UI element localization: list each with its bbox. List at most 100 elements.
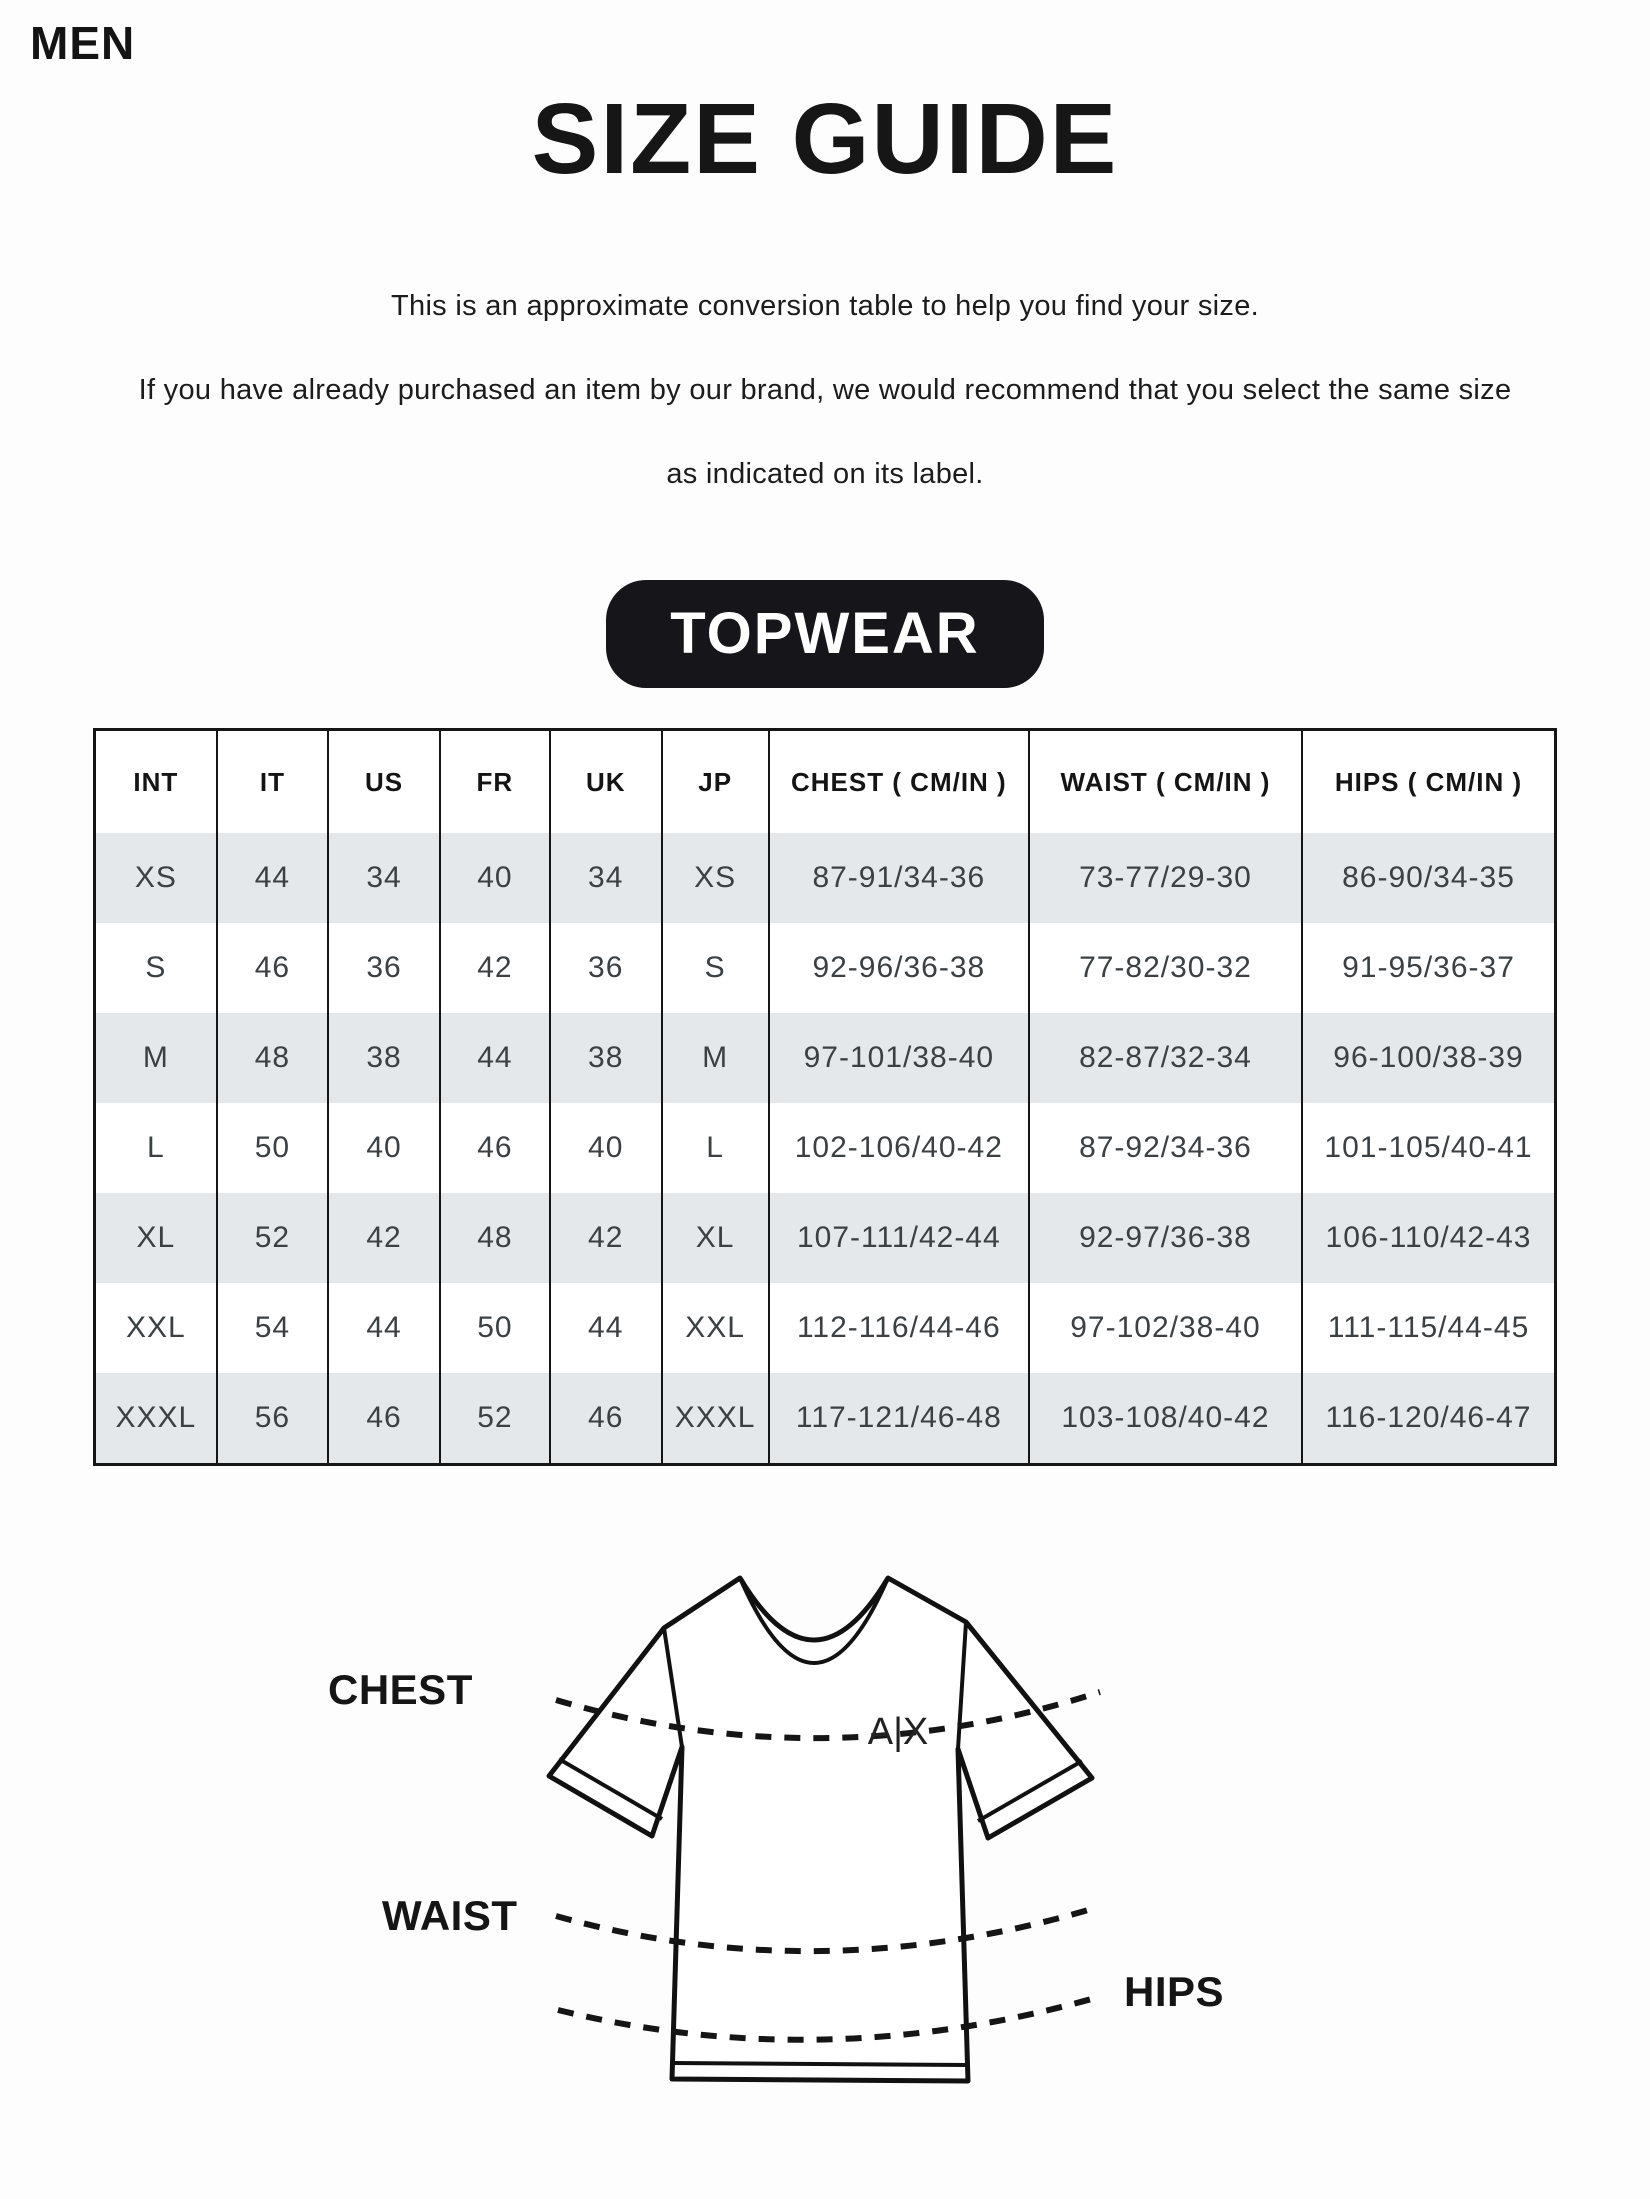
size-table-row: S 46 36 42 36 S 92-96/36-38 77-82/30-32 91-95/36… [95, 923, 1556, 1013]
size-cell: 42 [438, 923, 550, 1013]
size-cell: 48 [215, 1013, 329, 1103]
size-cell: L [146, 1131, 165, 1164]
size-table-body: XS 44 34 40 34 XS 87-91/34-36 73-77/29-30 86-90/… [94, 833, 1556, 1465]
size-cell: 42 [548, 1193, 662, 1283]
collar-inner-line [738, 1577, 890, 1665]
size-cell: S [660, 923, 769, 1013]
size-cell: 44 [215, 833, 329, 923]
size-cell: 46 [215, 923, 329, 1013]
size-cell: XL [660, 1193, 769, 1283]
size-cell: XXL [125, 1311, 186, 1344]
size-cell: 92-96/36-38 [767, 923, 1029, 1013]
size-cell: M [94, 1013, 217, 1103]
size-cell: 46 [327, 1373, 440, 1465]
hips-dash-line [557, 1995, 1096, 2043]
size-cell: 54 [215, 1283, 329, 1373]
size-cell: 86-90/34-35 [1301, 833, 1556, 923]
size-cell: 73-77/29-30 [1027, 833, 1303, 923]
size-table-row: XL 52 42 48 42 XL 107-111/42-44 92-97/36-38 106-… [94, 1193, 1556, 1283]
size-table: INT IT US FR UK JP CHEST ( CM/IN ) WAIST ( CM/I… [93, 728, 1557, 1466]
size-cell: 97-102/38-40 [1027, 1283, 1303, 1373]
tshirt-outline [546, 1575, 1095, 2084]
size-cell: 36 [327, 923, 440, 1013]
size-cell: M [660, 1013, 769, 1103]
right-cuff-line [977, 1759, 1083, 1823]
size-cell: L [660, 1103, 769, 1193]
size-cell: 40 [438, 833, 550, 923]
size-cell: 44 [327, 1283, 440, 1373]
waist-label: WAIST [382, 1892, 518, 1939]
description-line-1: This is an approximate conversion table … [391, 290, 1259, 322]
size-cell: 40 [548, 1103, 662, 1193]
size-cell: 107-111/42-44 [767, 1193, 1029, 1283]
column-header: WAIST ( CM/IN ) [1027, 729, 1303, 833]
hips-label: HIPS [1124, 1968, 1225, 2015]
size-cell: 87-92/34-36 [1027, 1103, 1303, 1193]
size-cell: 52 [215, 1193, 329, 1283]
topwear-badge[interactable]: TOPWEAR [606, 580, 1044, 688]
size-cell: 102-106/40-42 [767, 1103, 1029, 1193]
size-cell: 42 [327, 1193, 440, 1283]
tshirt-diagram-svg: A|X [546, 1575, 1101, 2084]
waist-dash-line [555, 1905, 1096, 1955]
size-table-row: XS 44 34 40 34 XS 87-91/34-36 73-77/29-30 86-90/… [94, 833, 1556, 923]
size-cell: 77-82/30-32 [1027, 923, 1303, 1013]
size-table-row: M 48 38 44 38 M 97-101/38-40 82-87/32-34 96-100/… [94, 1013, 1556, 1103]
size-cell: 112-116/44-46 [767, 1283, 1029, 1373]
size-cell: 117-121/46-48 [767, 1373, 1029, 1465]
page-title: SIZE GUIDE [531, 83, 1119, 195]
size-table-row: XXXL 56 46 52 46 XXXL 117-121/46-48 103-108/40-… [94, 1373, 1556, 1465]
brand-logo-ax: A|X [868, 1711, 929, 1753]
size-cell: XL [94, 1193, 217, 1283]
size-cell: 92-97/36-38 [1027, 1193, 1303, 1283]
size-cell: 46 [438, 1103, 550, 1193]
description-line-3: as indicated on its label. [666, 458, 984, 490]
size-table-header-row: INT IT US FR UK JP CHEST ( CM/IN ) WAIST ( CM/I… [95, 729, 1556, 833]
size-cell: 101-105/40-41 [1301, 1103, 1556, 1193]
size-cell: 38 [548, 1013, 662, 1103]
size-cell: 38 [327, 1013, 440, 1103]
measurement-diagram: A|X CHEST WAIST HIPS [0, 1540, 1650, 2199]
size-cell: S [145, 951, 167, 984]
column-header: IT [215, 729, 329, 833]
description-text: This is an approximate conversion table … [0, 288, 1650, 540]
size-cell: 50 [215, 1103, 329, 1193]
size-cell: 46 [548, 1373, 662, 1465]
column-header: US [327, 729, 440, 833]
size-cell: 96-100/38-39 [1301, 1013, 1556, 1103]
size-cell: 106-110/42-43 [1301, 1193, 1556, 1283]
size-cell: XS [94, 833, 217, 923]
column-header: FR [438, 729, 550, 833]
chest-label: CHEST [328, 1666, 473, 1713]
size-cell: 48 [438, 1193, 550, 1283]
size-cell: 91-95/36-37 [1301, 923, 1556, 1013]
size-cell: XS [660, 833, 769, 923]
column-header: JP [660, 729, 769, 833]
hem-line [672, 2061, 968, 2067]
size-cell: 44 [548, 1283, 662, 1373]
size-cell: 111-115/44-45 [1301, 1283, 1556, 1373]
size-cell: 50 [438, 1283, 550, 1373]
size-cell: 82-87/32-34 [1027, 1013, 1303, 1103]
size-cell: XXXL [660, 1373, 769, 1465]
column-header: INT [133, 766, 179, 797]
size-cell: 40 [327, 1103, 440, 1193]
size-cell: 87-91/34-36 [767, 833, 1029, 923]
size-cell: 56 [215, 1373, 329, 1465]
size-table-row: L 50 40 46 40 L 102-106/40-42 87-92/34-36 101-10… [95, 1103, 1556, 1193]
size-cell: 97-101/38-40 [767, 1013, 1029, 1103]
section-badge-row: TOPWEAR [0, 580, 1650, 688]
size-cell: 44 [438, 1013, 550, 1103]
chest-dash-line [555, 1689, 1101, 1742]
size-cell: 116-120/46-47 [1301, 1373, 1556, 1465]
left-cuff-line [557, 1757, 664, 1821]
size-cell: 103-108/40-42 [1027, 1373, 1303, 1465]
size-table-row: XXL 54 44 50 44 XXL 112-116/44-46 97-102/38-40 1… [95, 1283, 1556, 1373]
size-cell: 52 [438, 1373, 550, 1465]
description-line-2: If you have already purchased an item by… [138, 374, 1512, 406]
size-cell: XXL [660, 1283, 769, 1373]
size-cell: 34 [548, 833, 662, 923]
size-cell: 34 [327, 833, 440, 923]
column-header: HIPS ( CM/IN ) [1301, 729, 1556, 833]
size-cell: XXXL [94, 1373, 217, 1465]
